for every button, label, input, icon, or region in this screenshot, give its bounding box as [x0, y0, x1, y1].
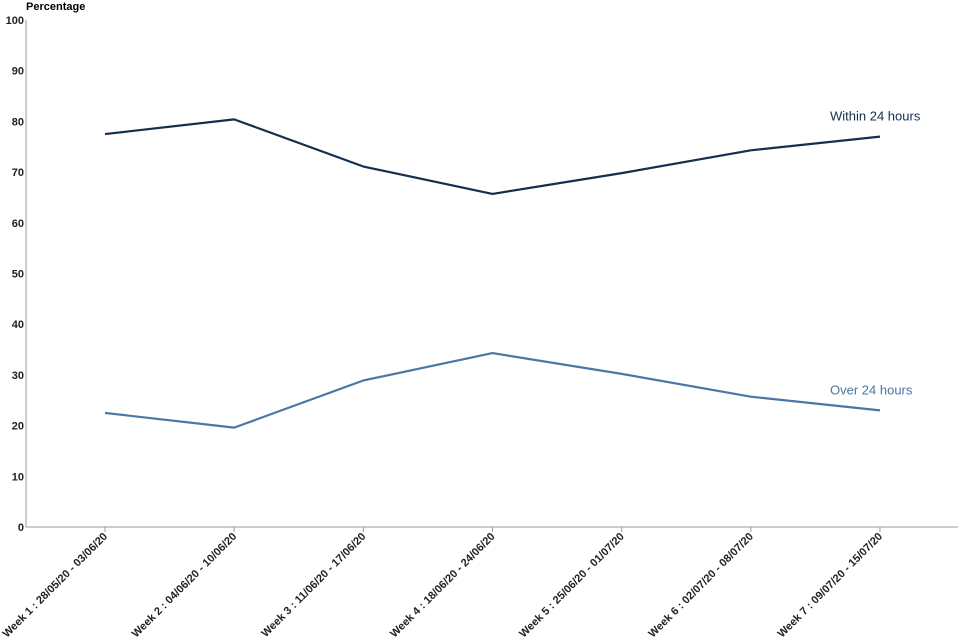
y-tick-label: 50 — [12, 269, 24, 281]
series-line-1 — [104, 351, 881, 429]
x-tick-label: Week 5 : 25/06/20 - 01/07/20 — [517, 531, 627, 640]
y-tick-label: 100 — [6, 15, 24, 27]
series-label-1: Over 24 hours — [830, 382, 913, 397]
y-axis-title: Percentage — [26, 1, 85, 13]
series-lines — [104, 118, 881, 429]
series-line-0 — [104, 118, 881, 196]
y-tick-label: 70 — [12, 167, 24, 179]
x-tick-label: Week 3 : 11/06/20 - 17/06/20 — [259, 531, 368, 640]
x-axis: Week 1 : 28/05/20 - 03/06/20 Week 2 : 04/… — [1, 526, 958, 640]
x-tick-label: Week 7 : 09/07/20 - 15/07/20 — [776, 531, 886, 640]
x-tick-label: Week 6 : 02/07/20 - 08/07/20 — [646, 531, 756, 640]
y-tick-label: 30 — [12, 370, 24, 382]
y-tick-label: 10 — [12, 471, 24, 483]
x-tick-label: Week 4 : 18/06/20 - 24/06/20 — [388, 531, 498, 640]
series-label-0: Within 24 hours — [830, 109, 921, 124]
y-tick-label: 80 — [12, 116, 24, 128]
y-tick-label: 0 — [18, 522, 24, 534]
x-tick-label: Week 1 : 28/05/20 - 03/06/20 — [1, 531, 111, 640]
series-labels: Within 24 hours Over 24 hours — [830, 109, 921, 398]
y-tick-label: 40 — [12, 319, 24, 331]
x-tick-label: Week 2 : 04/06/20 - 10/06/20 — [130, 531, 240, 640]
y-tick-label: 90 — [12, 66, 24, 78]
y-tick-label: 60 — [12, 218, 24, 230]
y-axis: 0 10 20 30 40 50 60 70 80 90 100 — [6, 15, 27, 534]
y-tick-label: 20 — [12, 421, 24, 433]
